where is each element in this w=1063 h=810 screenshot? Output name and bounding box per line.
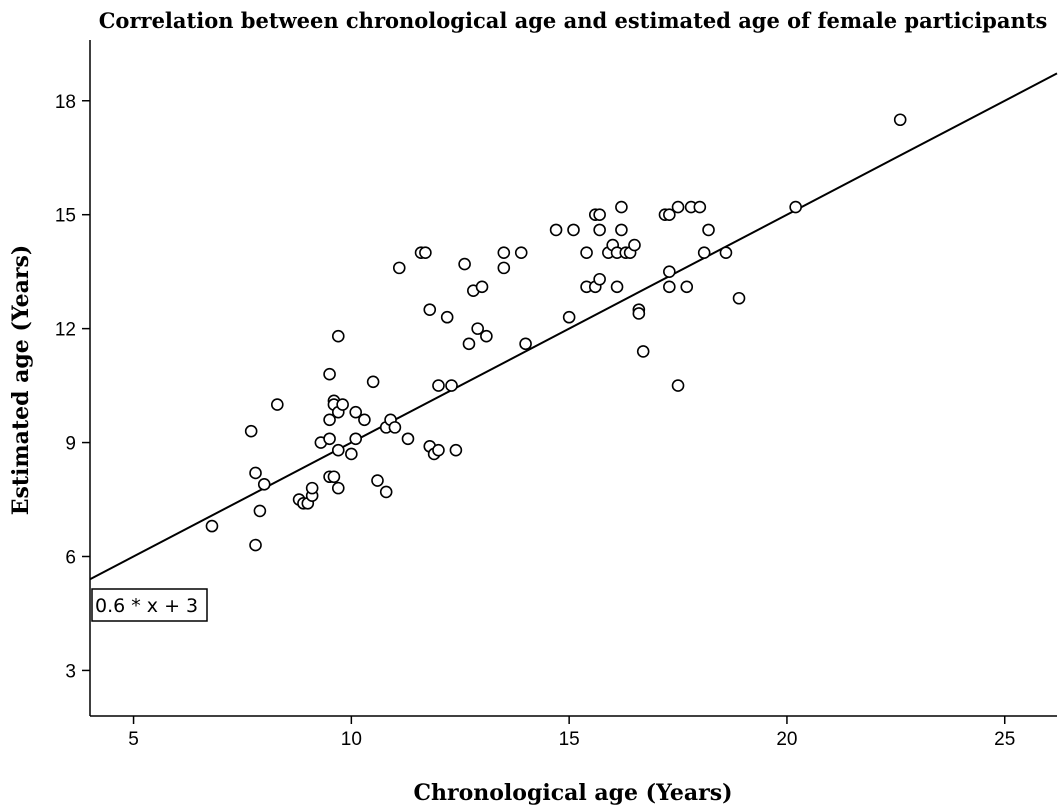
data-point (271, 398, 284, 411)
data-point (327, 470, 341, 484)
data-point (419, 246, 432, 259)
x-tick-label: 25 (994, 729, 1015, 750)
data-point (205, 519, 219, 533)
data-point (432, 443, 445, 457)
data-point (497, 246, 511, 259)
data-point (244, 424, 258, 438)
fit-equation-frame (91, 588, 208, 622)
data-point (549, 223, 563, 237)
data-point (593, 223, 606, 237)
data-point (480, 329, 493, 343)
data-point (471, 322, 484, 335)
data-point (719, 246, 733, 259)
y-tick-label: 6 (65, 547, 76, 568)
data-point (475, 280, 489, 294)
data-point (392, 261, 406, 275)
data-point (331, 329, 345, 343)
data-point (336, 398, 349, 411)
y-tick-label: 12 (55, 320, 76, 341)
data-point (249, 466, 262, 480)
data-point (632, 307, 646, 320)
data-point (697, 246, 711, 259)
fit-equation-box: 0.6 * x + 3 (91, 588, 208, 622)
data-point (440, 310, 454, 324)
x-tick-label: 15 (559, 729, 580, 750)
data-point (449, 443, 463, 457)
data-point (567, 223, 580, 237)
data-point (458, 257, 471, 271)
data-point (663, 265, 676, 278)
x-tick-label: 20 (776, 729, 797, 750)
data-point (423, 303, 437, 316)
x-axis-label: Chronological age (Years) (413, 780, 732, 806)
data-point (323, 367, 336, 381)
x-tick-label: 10 (341, 729, 362, 750)
y-tick-label: 18 (55, 92, 76, 113)
data-point (257, 478, 271, 491)
data-point (562, 310, 576, 324)
data-point (610, 280, 624, 294)
data-point (358, 413, 371, 427)
data-point (615, 223, 628, 237)
data-point (628, 238, 641, 252)
data-point (636, 345, 650, 358)
data-point (789, 200, 802, 214)
data-point (249, 538, 262, 552)
data-point (331, 481, 345, 495)
plot-area: 0.6 * x + 3 (89, 72, 1058, 622)
data-point (345, 447, 358, 461)
data-point (388, 421, 402, 434)
data-point (519, 337, 532, 351)
data-point (253, 504, 267, 518)
y-tick-label: 9 (65, 434, 76, 455)
data-point (366, 375, 380, 389)
y-tick-label: 3 (65, 661, 76, 682)
data-point (663, 208, 676, 221)
data-point (323, 432, 336, 446)
data-point (693, 200, 707, 214)
data-point (349, 405, 363, 419)
data-point (497, 261, 511, 275)
data-point (445, 379, 458, 392)
data-point (401, 432, 415, 446)
data-point (593, 208, 606, 221)
data-point (580, 246, 593, 259)
data-point (615, 200, 628, 214)
data-point (349, 432, 363, 446)
data-point (514, 246, 528, 259)
y-axis: 3 6 9 12 15 18 (55, 40, 91, 716)
data-point (331, 443, 345, 457)
fit-equation-label: 0.6 * x + 3 (95, 595, 198, 617)
data-point (671, 200, 685, 214)
fit-line (89, 72, 1058, 581)
data-point (462, 337, 476, 351)
data-point (323, 413, 336, 427)
data-point (379, 485, 393, 499)
y-axis-label: Estimated age (Years) (8, 245, 34, 516)
data-point (671, 379, 685, 392)
y-tick-label: 15 (55, 206, 76, 227)
data-point (663, 280, 676, 294)
data-point (371, 474, 384, 487)
x-tick-label: 5 (128, 729, 139, 750)
x-axis: 5 10 15 20 25 (90, 715, 1057, 750)
data-point (702, 223, 715, 237)
data-point (432, 379, 445, 392)
chart-title: Correlation between chronological age an… (99, 8, 1048, 33)
data-point (893, 113, 907, 127)
data-point (732, 291, 746, 305)
data-point (593, 272, 606, 286)
data-point (680, 280, 694, 294)
data-point (305, 481, 319, 495)
